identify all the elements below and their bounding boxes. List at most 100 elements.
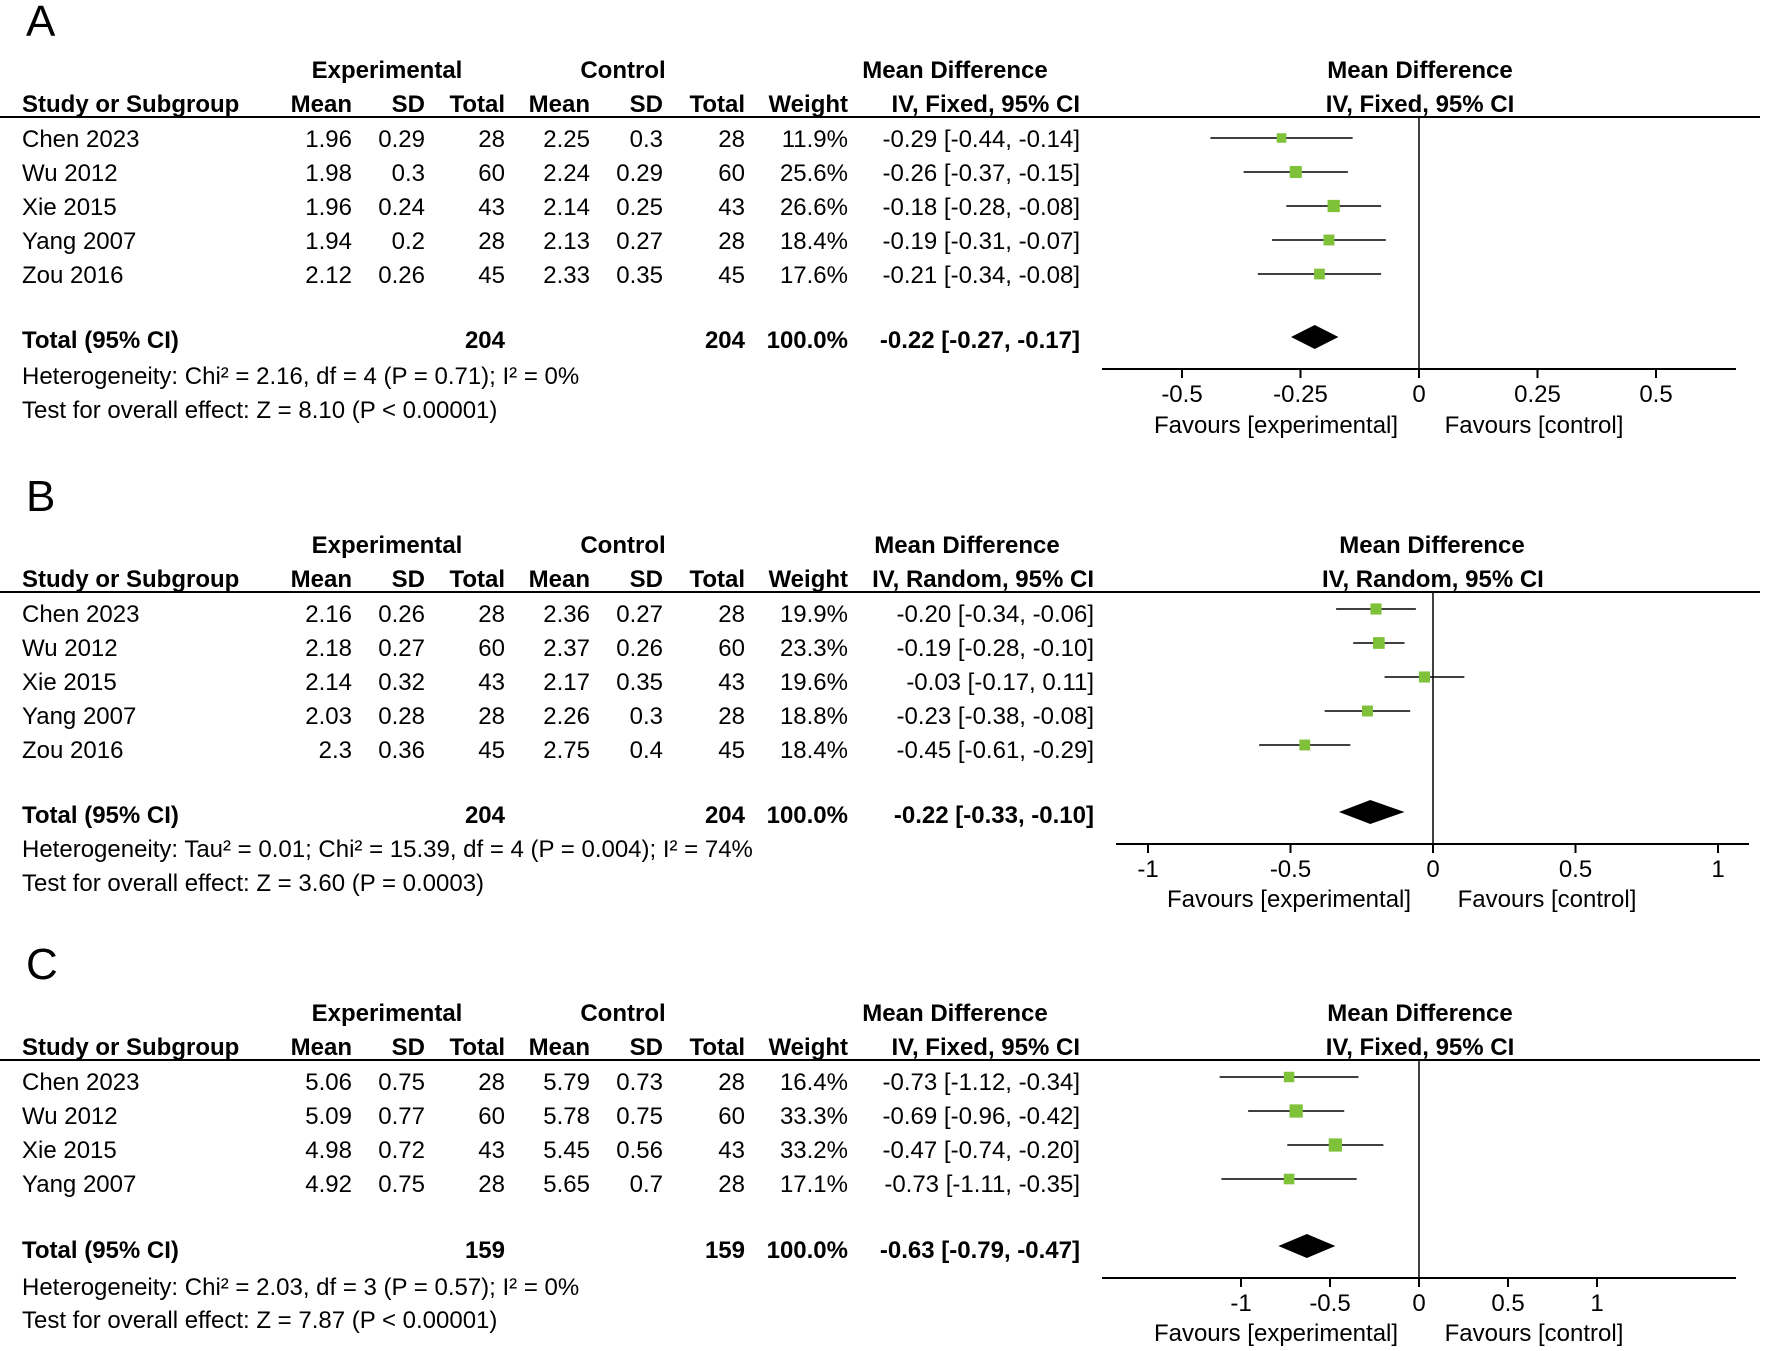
study-name: Yang 2007 (22, 1171, 137, 1198)
e-mean: 1.96 (305, 126, 352, 153)
weight: 33.3% (779, 1103, 848, 1130)
c-sd: 0.27 (616, 228, 663, 255)
x-tick-label: 0 (1426, 856, 1439, 883)
c-sd: 0.25 (616, 194, 663, 221)
forest-plot: -1 -0.5 0 0.5 1 (1116, 591, 1749, 883)
study-name: Chen 2023 (22, 1069, 140, 1096)
c-total: 28 (718, 1171, 745, 1198)
c-mean: 2.75 (543, 737, 590, 764)
e-mean: 1.96 (305, 194, 352, 221)
e-total: 43 (478, 1137, 505, 1164)
e-mean-header: Mean (290, 566, 352, 593)
favours-control-label: Favours [control] (1444, 1320, 1624, 1347)
effect-square (1323, 234, 1335, 246)
ci-text: -0.21 [-0.34, -0.08] (882, 262, 1080, 289)
c-total: 45 (718, 262, 745, 289)
favours-experimental-label: Favours [experimental] (1153, 1320, 1399, 1347)
experimental-header: Experimental (311, 1000, 463, 1027)
total-ci-text: -0.22 [-0.27, -0.17] (879, 327, 1080, 354)
e-total: 28 (478, 703, 505, 730)
ci-text: -0.26 [-0.37, -0.15] (882, 160, 1080, 187)
e-sd: 0.24 (378, 194, 425, 221)
weight: 16.4% (779, 1069, 848, 1096)
x-tick-label: -1 (1230, 1290, 1251, 1317)
e-mean: 5.06 (305, 1069, 352, 1096)
header-rule (0, 116, 1760, 118)
weight: 17.6% (779, 262, 848, 289)
total-weight: 100.0% (766, 1237, 848, 1264)
c-mean-header: Mean (528, 1034, 590, 1061)
total-label: Total (95% CI) (22, 1237, 179, 1264)
weight-header: Weight (768, 91, 848, 118)
pooled-diamond (1278, 1234, 1336, 1258)
panel-label: B (26, 472, 56, 521)
study-name: Wu 2012 (22, 1103, 118, 1130)
c-total: 60 (718, 1103, 745, 1130)
c-sd: 0.73 (616, 1069, 663, 1096)
total-weight: 100.0% (766, 327, 848, 354)
e-mean: 1.98 (305, 160, 352, 187)
ci-text: -0.69 [-0.96, -0.42] (882, 1103, 1080, 1130)
plot-method-header: IV, Fixed, 95% CI (1325, 91, 1515, 118)
effect-square (1283, 1071, 1295, 1083)
e-total: 60 (478, 1103, 505, 1130)
c-mean: 2.36 (543, 601, 590, 628)
plot-method-header: IV, Random, 95% CI (1322, 566, 1544, 593)
study-name: Xie 2015 (22, 194, 117, 221)
effect-square (1289, 1104, 1303, 1118)
c-sd: 0.4 (629, 737, 663, 764)
c-total-header: Total (689, 91, 745, 118)
e-total: 45 (478, 262, 505, 289)
e-sd: 0.75 (378, 1171, 425, 1198)
c-mean: 2.13 (543, 228, 590, 255)
total-weight: 100.0% (766, 802, 848, 829)
c-total-header: Total (689, 566, 745, 593)
x-tick-label: 0 (1412, 381, 1425, 408)
experimental-header: Experimental (311, 57, 463, 84)
panel-label: A (26, 0, 56, 46)
c-mean: 5.78 (543, 1103, 590, 1130)
study-name: Wu 2012 (22, 635, 118, 662)
weight: 18.4% (779, 228, 848, 255)
c-sd: 0.3 (629, 126, 663, 153)
e-sd: 0.26 (378, 262, 425, 289)
e-total-sum: 204 (464, 802, 505, 829)
panel-label: C (26, 940, 58, 989)
e-sd-header: SD (391, 91, 425, 118)
ci-text: -0.03 [-0.17, 0.11] (906, 669, 1094, 696)
method-header: IV, Fixed, 95% CI (891, 91, 1080, 118)
e-sd: 0.36 (378, 737, 425, 764)
effect-square (1361, 705, 1373, 717)
e-sd: 0.72 (378, 1137, 425, 1164)
e-mean: 2.12 (305, 262, 352, 289)
effect-square (1418, 671, 1430, 683)
c-total-sum: 204 (704, 327, 745, 354)
forest-plot: -1 -0.5 0 0.5 1 (1102, 1059, 1736, 1317)
effect-square (1289, 165, 1302, 179)
mean-difference-header: Mean Difference (862, 1000, 1048, 1027)
c-mean: 2.25 (543, 126, 590, 153)
c-mean: 2.37 (543, 635, 590, 662)
weight: 11.9% (781, 126, 848, 153)
weight: 18.4% (779, 737, 848, 764)
c-total: 60 (718, 635, 745, 662)
c-sd: 0.3 (629, 703, 663, 730)
weight: 19.6% (779, 669, 848, 696)
study-name: Chen 2023 (22, 126, 140, 153)
total-label: Total (95% CI) (22, 802, 179, 829)
c-mean: 2.24 (543, 160, 590, 187)
e-sd: 0.32 (378, 669, 425, 696)
control-header: Control (580, 57, 666, 84)
x-tick-label: -0.25 (1273, 381, 1328, 408)
study-header: Study or Subgroup (22, 1034, 240, 1061)
e-total-header: Total (449, 566, 505, 593)
e-total-header: Total (449, 1034, 505, 1061)
total-ci-text: -0.63 [-0.79, -0.47] (879, 1237, 1080, 1264)
overall-effect-text: Test for overall effect: Z = 8.10 (P < 0… (22, 397, 498, 424)
c-mean: 5.79 (543, 1069, 590, 1096)
heterogeneity-text: Heterogeneity: Chi² = 2.16, df = 4 (P = … (22, 363, 580, 390)
effect-square (1372, 637, 1385, 649)
c-total: 28 (718, 601, 745, 628)
effect-square (1327, 199, 1340, 213)
c-sd: 0.7 (629, 1171, 663, 1198)
